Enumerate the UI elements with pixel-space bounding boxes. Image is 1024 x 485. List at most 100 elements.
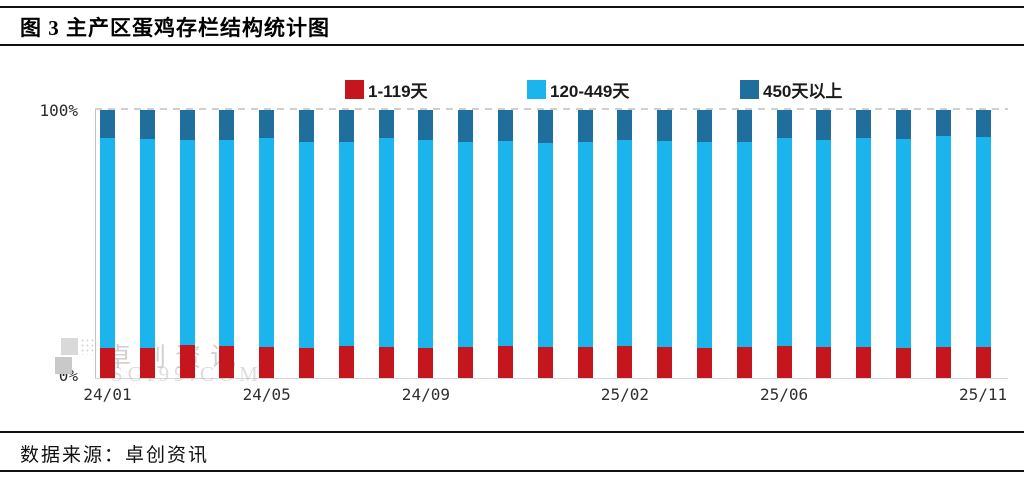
bar-segment: [697, 110, 712, 142]
legend-swatch-cyan: [527, 80, 546, 99]
watermark-logo: [55, 338, 97, 378]
bar-segment: [776, 110, 792, 138]
bar-segment: [299, 347, 314, 378]
stacked-bar-24/06: [299, 110, 314, 378]
bar-segment: [896, 110, 911, 139]
stacked-bar-24/10: [458, 110, 474, 378]
bar-segment: [577, 110, 593, 142]
bar-segment: [259, 110, 275, 138]
legend-swatch-red: [345, 80, 364, 99]
bar-segment: [935, 110, 951, 137]
y-axis-line: [95, 110, 96, 378]
source-bottom-divider: [0, 470, 1024, 472]
stacked-bar-25/04: [697, 110, 712, 378]
bar-segment: [935, 136, 951, 347]
stacked-bar-25/06: [776, 110, 792, 378]
stacked-bar-24/12: [537, 110, 553, 378]
bar-segment: [458, 141, 474, 347]
bar-segment: [338, 345, 354, 378]
stacked-bar-25/11: [975, 110, 991, 378]
bar-segment: [577, 141, 593, 347]
bar-segment: [219, 110, 235, 141]
legend-label: 120-449天: [550, 82, 630, 101]
stacked-bar-24/03: [179, 110, 195, 378]
x-tick-label: 24/05: [242, 385, 291, 404]
bar-segment: [975, 110, 991, 138]
bar-segment: [975, 346, 991, 378]
bar-segment: [498, 110, 513, 142]
bar-segment: [100, 137, 115, 348]
stacked-bar-24/01: [100, 110, 115, 378]
bar-segment: [179, 345, 195, 378]
bar-segment: [856, 346, 872, 378]
legend-swatch-steel-blue: [740, 80, 759, 99]
stacked-bar-25/01: [577, 110, 593, 378]
bar-segment: [498, 141, 513, 346]
bar-segment: [617, 345, 633, 378]
legend-label: 450天以上: [763, 82, 843, 101]
stacked-bar-24/08: [378, 110, 394, 378]
legend-label: 1-119天: [368, 82, 428, 101]
bar-segment: [816, 110, 832, 141]
stacked-bar-25/02: [617, 110, 633, 378]
bar-segment: [736, 141, 752, 347]
bar-segment: [100, 347, 115, 378]
bar-segment: [259, 137, 275, 347]
bar-segment: [856, 137, 872, 347]
bar-segment: [617, 140, 633, 346]
legend-item-120-449-days: 120-449天: [527, 77, 629, 102]
bar-segment: [537, 346, 553, 378]
legend: 1-119天 120-449天 450天以上: [0, 77, 1024, 102]
source-top-divider: [0, 431, 1024, 433]
stacked-bar-24/11: [498, 110, 513, 378]
x-tick-label: 24/01: [83, 385, 132, 404]
bar-segment: [299, 141, 314, 348]
bar-segment: [378, 110, 394, 138]
bar-segment: [736, 110, 752, 142]
bar-segment: [776, 345, 792, 378]
bar-segment: [896, 347, 911, 378]
top-divider: [0, 6, 1024, 8]
bar-segment: [100, 110, 115, 138]
bar-segment: [418, 140, 434, 348]
bar-segment: [338, 110, 354, 142]
x-axis-line: [95, 378, 1008, 379]
bar-segment: [219, 140, 235, 347]
bar-segment: [697, 347, 712, 378]
bar-segment: [816, 346, 832, 378]
bar-segment: [458, 346, 474, 378]
stacked-bar-25/05: [736, 110, 752, 378]
x-axis-tick-labels: 24/01 24/05 24/09 25/02 25/06 25/11: [83, 385, 1008, 407]
data-source-text: 数据来源：卓创资讯: [20, 445, 210, 466]
bar-segment: [816, 140, 832, 347]
bar-segment: [378, 346, 394, 378]
bar-segment: [418, 347, 434, 378]
gridline-100-percent: [95, 108, 1008, 110]
bar-segment: [657, 346, 673, 378]
stacked-bar-25/08: [856, 110, 872, 378]
bar-segment: [896, 138, 911, 348]
bar-segment: [537, 110, 553, 143]
bar-segment: [179, 110, 195, 141]
bar-segment: [776, 137, 792, 346]
bar-segment: [378, 137, 394, 347]
stacked-bar-24/02: [139, 110, 155, 378]
bar-segment: [856, 110, 872, 138]
bar-segment: [259, 346, 275, 378]
bar-segment: [577, 346, 593, 378]
y-axis-label-100: 100%: [39, 101, 78, 120]
stacked-bar-24/05: [259, 110, 275, 378]
stacked-bar-24/04: [219, 110, 235, 378]
stacked-bar-25/03: [657, 110, 673, 378]
chart-title: 图 3 主产区蛋鸡存栏结构统计图: [20, 16, 330, 40]
bar-segment: [736, 346, 752, 378]
x-tick-label: 25/11: [959, 385, 1008, 404]
bar-plot-area: [95, 110, 1008, 378]
bar-segment: [139, 110, 155, 139]
bar-segment: [498, 345, 513, 378]
bar-segment: [975, 137, 991, 347]
bar-segment: [657, 141, 673, 347]
title-divider: [0, 44, 1024, 46]
bar-segment: [617, 110, 633, 141]
legend-item-1-119-days: 1-119天: [345, 77, 428, 102]
